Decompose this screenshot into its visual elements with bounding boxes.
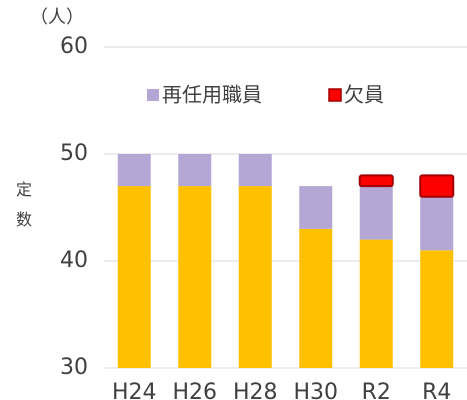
bar-segment [117, 154, 151, 187]
legend-swatch [147, 89, 159, 101]
bar-segment [117, 186, 151, 368]
x-tick-label: H24 [112, 380, 157, 400]
y-tick-label: 40 [60, 248, 88, 273]
bar-segment [420, 250, 454, 368]
legend-swatch [328, 88, 342, 102]
x-tick-label: R4 [422, 380, 451, 400]
y-tick-label: 30 [60, 355, 88, 380]
bar-segment [238, 186, 272, 368]
bar-segment [299, 186, 333, 229]
bar-segment [420, 196, 454, 251]
x-tick-label: R2 [362, 380, 391, 400]
bar-segment [178, 186, 212, 368]
x-tick-label: H26 [172, 380, 217, 400]
legend-label: 欠員 [344, 83, 384, 107]
legend-label: 再任用職員 [162, 83, 262, 107]
bar-segment [358, 174, 394, 188]
bar-segment [359, 239, 393, 368]
unit-label: （人） [30, 7, 84, 28]
y-axis-title: 定数 [16, 180, 32, 229]
y-tick-label: 60 [60, 34, 88, 59]
bar-segment [359, 186, 393, 240]
x-tick-label: H30 [293, 380, 338, 400]
y-tick-label: 50 [60, 141, 88, 166]
bar-segment [178, 154, 212, 187]
bar-segment [238, 154, 272, 187]
x-tick-label: H28 [233, 380, 278, 400]
bar-segment [419, 174, 455, 198]
bar-segment [299, 228, 333, 368]
